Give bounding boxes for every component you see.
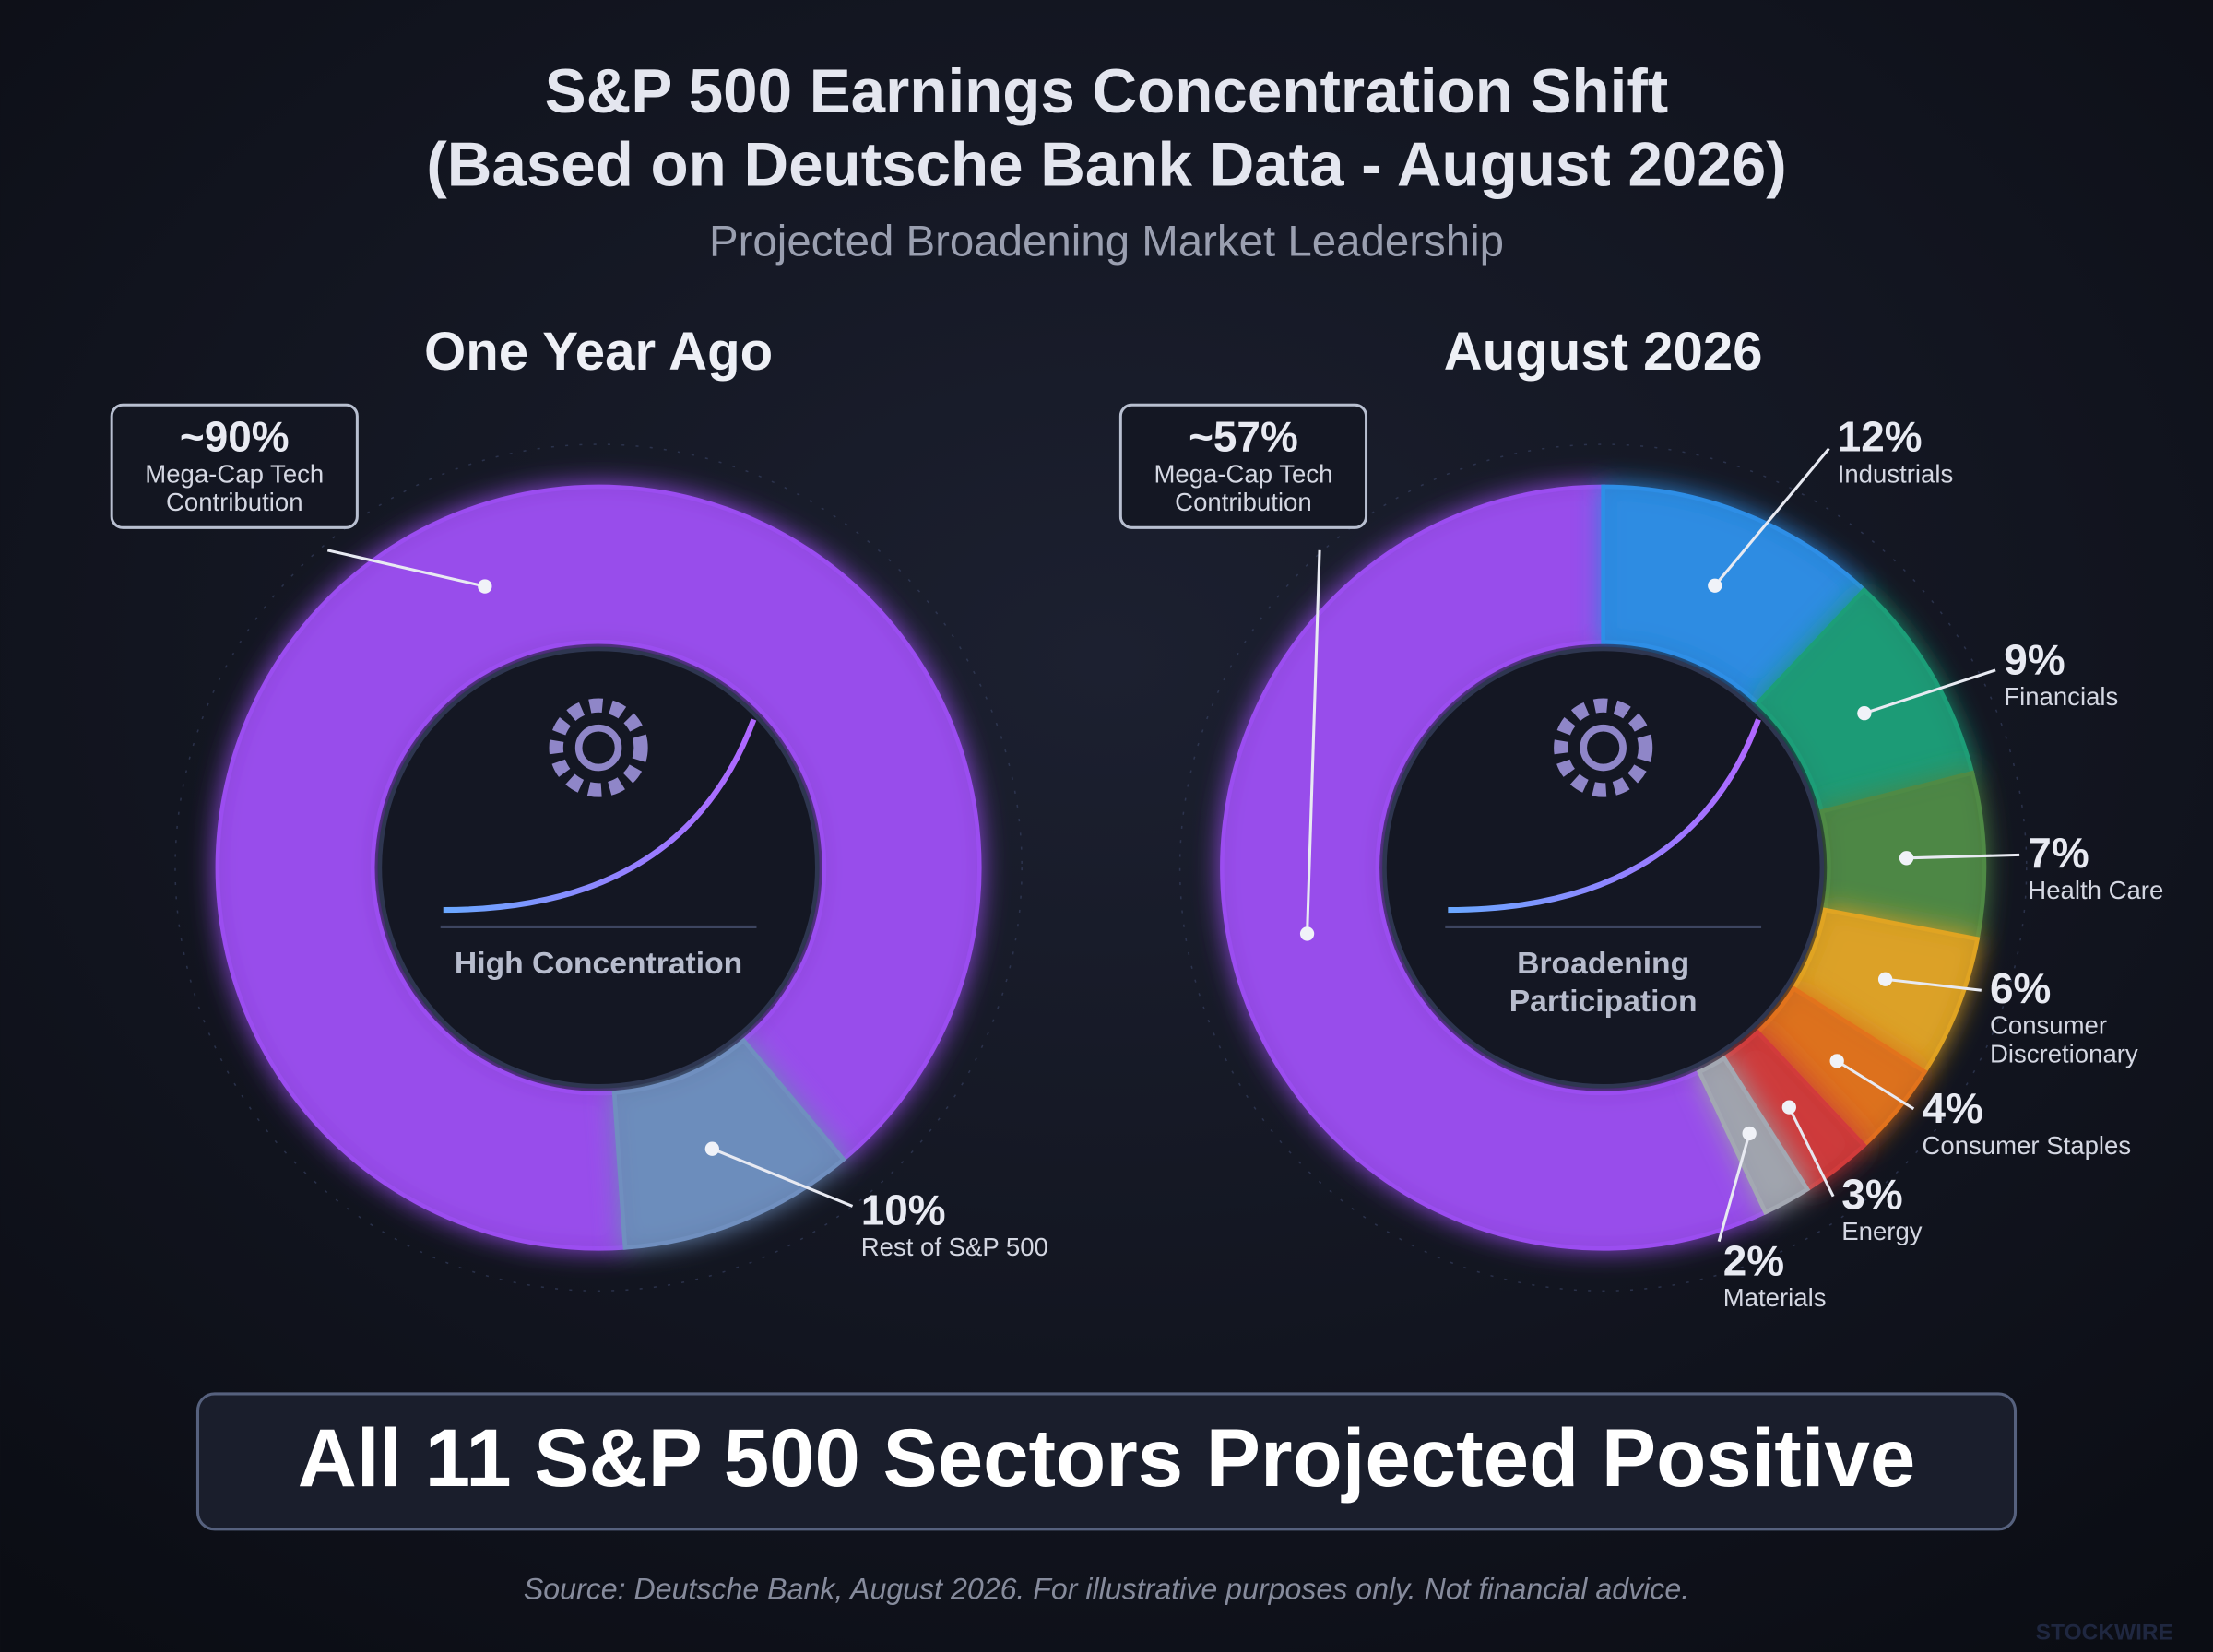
slice-label: 10%Rest of S&P 500 [861,1188,1115,1263]
leader-dot [1742,1126,1757,1141]
banner-box [195,1392,2018,1531]
label-box: 9% Financials [2004,638,2173,713]
slice-label: 6%Consumer Discretionary [1990,966,2187,1068]
donut-slice [215,484,982,1251]
leader-dot [1899,851,1914,866]
value-label: 10% [860,1187,946,1235]
donut-hole [1382,646,1825,1089]
donut-slice [1220,484,1769,1251]
gear-icon [1554,698,1653,797]
trend-curve [1448,718,1761,914]
leader-dot [1877,972,1893,986]
slice-label: 9%Financials [2004,638,2173,713]
leader-line [1717,1133,1751,1243]
category-label: Mega-Cap Tech Contribution [1154,459,1333,516]
leader-line [326,549,486,588]
label-box: ~57% Mega-Cap Tech Contribution [1118,403,1368,529]
donut-chart [174,443,1023,1292]
leader-line [1885,977,1982,992]
slice-label: 3%Energy [1841,1173,1996,1247]
gear-hub [1580,724,1627,772]
leader-dot [1708,578,1722,593]
gear-hub [574,724,622,772]
leader-line [1836,1059,1915,1111]
value-label: 4% [1922,1086,1983,1133]
label-box: 7% Health Care [2028,831,2211,905]
subtitle: Projected Broadening Market Leadership [709,217,1504,266]
value-label: ~57% [1189,414,1298,462]
value-label: ~90% [179,414,290,462]
title: S&P 500 Earnings Concentration Shift [545,57,1668,126]
slice-label: 2%Materials [1723,1239,1893,1314]
center-label-wrap: Broadening Participation [1509,945,1698,1019]
center-label-wrap: High Concentration [454,945,743,981]
watermark: STOCKWIRE [2036,1621,2173,1646]
value-label: 2% [1722,1238,1785,1286]
source: Source: Deutsche Bank, August 2026. For … [524,1573,1689,1606]
center-label: High Concentration [454,945,743,981]
donut-chart [1178,443,2028,1292]
category-label: Energy [1841,1217,1923,1246]
slice-label: ~90%Mega-Cap Tech Contribution [110,403,359,529]
leader-dot [1781,1100,1796,1115]
label-box: ~90% Mega-Cap Tech Contribution [110,403,359,529]
chart-title: August 2026 [1444,322,1763,382]
label-box: 3% Energy [1841,1173,1996,1247]
leader-line [1864,668,1996,715]
leader-dot [1829,1054,1844,1068]
category-label: Industrials [1837,459,1954,489]
donut-slice [611,1037,846,1250]
label-box: 12% Industrials [1838,415,2035,490]
value-label: 3% [1841,1172,1903,1220]
value-label: 6% [1989,966,2052,1013]
category-label: Mega-Cap Tech Contribution [145,459,325,516]
center-label: Broadening Participation [1509,945,1698,1019]
label-box: 2% Materials [1723,1239,1893,1314]
category-label: Rest of S&P 500 [860,1233,1048,1262]
leader-line [711,1147,854,1208]
leader-line [1713,447,1830,587]
leader-line [1306,549,1321,934]
label-box: 4% Consumer Staples [1923,1086,2191,1161]
leader-dot [1857,706,1872,721]
slice-label: 7%Health Care [2028,831,2211,905]
slice-label: 4%Consumer Staples [1923,1086,2191,1161]
category-label: Health Care [2028,876,2164,904]
leader-dot [1299,926,1315,941]
category-label: Financials [2004,682,2119,712]
chart-title: One Year Ago [424,322,773,382]
gear-icon [549,698,648,797]
slice-label: ~57%Mega-Cap Tech Contribution [1118,403,1368,529]
leader-dot [478,579,492,594]
category-label: Materials [1722,1283,1827,1313]
leader-line [1787,1106,1835,1198]
leader-line [1906,853,2020,860]
slice-label: 12%Industrials [1838,415,2035,490]
value-label: 7% [2028,831,2089,878]
trend-curve [443,718,757,914]
label-box: 10% Rest of S&P 500 [861,1188,1115,1263]
category-label: Consumer Discretionary [1989,1011,2138,1068]
banner: All 11 S&P 500 Sectors Projected Positiv… [298,1412,1916,1504]
ring-halo [174,443,1023,1292]
title-note: (Based on Deutsche Bank Data - August 20… [426,130,1786,199]
label-box: 6% Consumer Discretionary [1990,966,2187,1068]
leader-dot [704,1141,719,1156]
category-label: Consumer Staples [1922,1131,2132,1160]
value-label: 12% [1837,414,1923,462]
value-label: 9% [2004,637,2065,685]
donut-hole [377,646,820,1089]
